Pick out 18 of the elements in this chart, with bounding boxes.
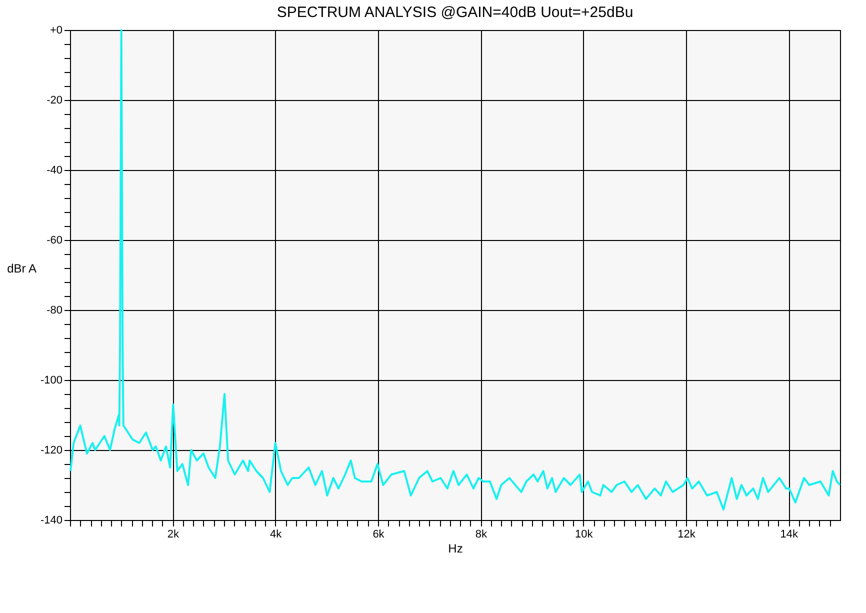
y-tick-label: -140 [40,514,62,526]
x-tick-label: 12k [678,528,696,540]
y-tick-label: -80 [46,304,62,316]
y-tick-label: +0 [50,24,62,36]
x-tick-label: 8k [475,528,488,540]
x-tick-label: 4k [270,528,282,540]
x-axis-title: Hz [448,542,463,556]
x-tick-label: 10k [574,528,594,540]
y-tick-label: -40 [46,164,62,176]
y-tick-label: -60 [46,234,62,246]
x-tick-label: 14k [780,528,799,540]
y-axis-title: dBr A [7,262,36,276]
y-tick-label: -100 [40,374,62,386]
x-tick-label: 6k [372,528,385,540]
y-tick-label: -120 [40,444,62,456]
chart-title: SPECTRUM ANALYSIS @GAIN=40dB Uout=+25dBu [276,4,634,21]
y-tick-label: -20 [46,94,62,106]
x-tick-label: 2k [167,528,180,540]
